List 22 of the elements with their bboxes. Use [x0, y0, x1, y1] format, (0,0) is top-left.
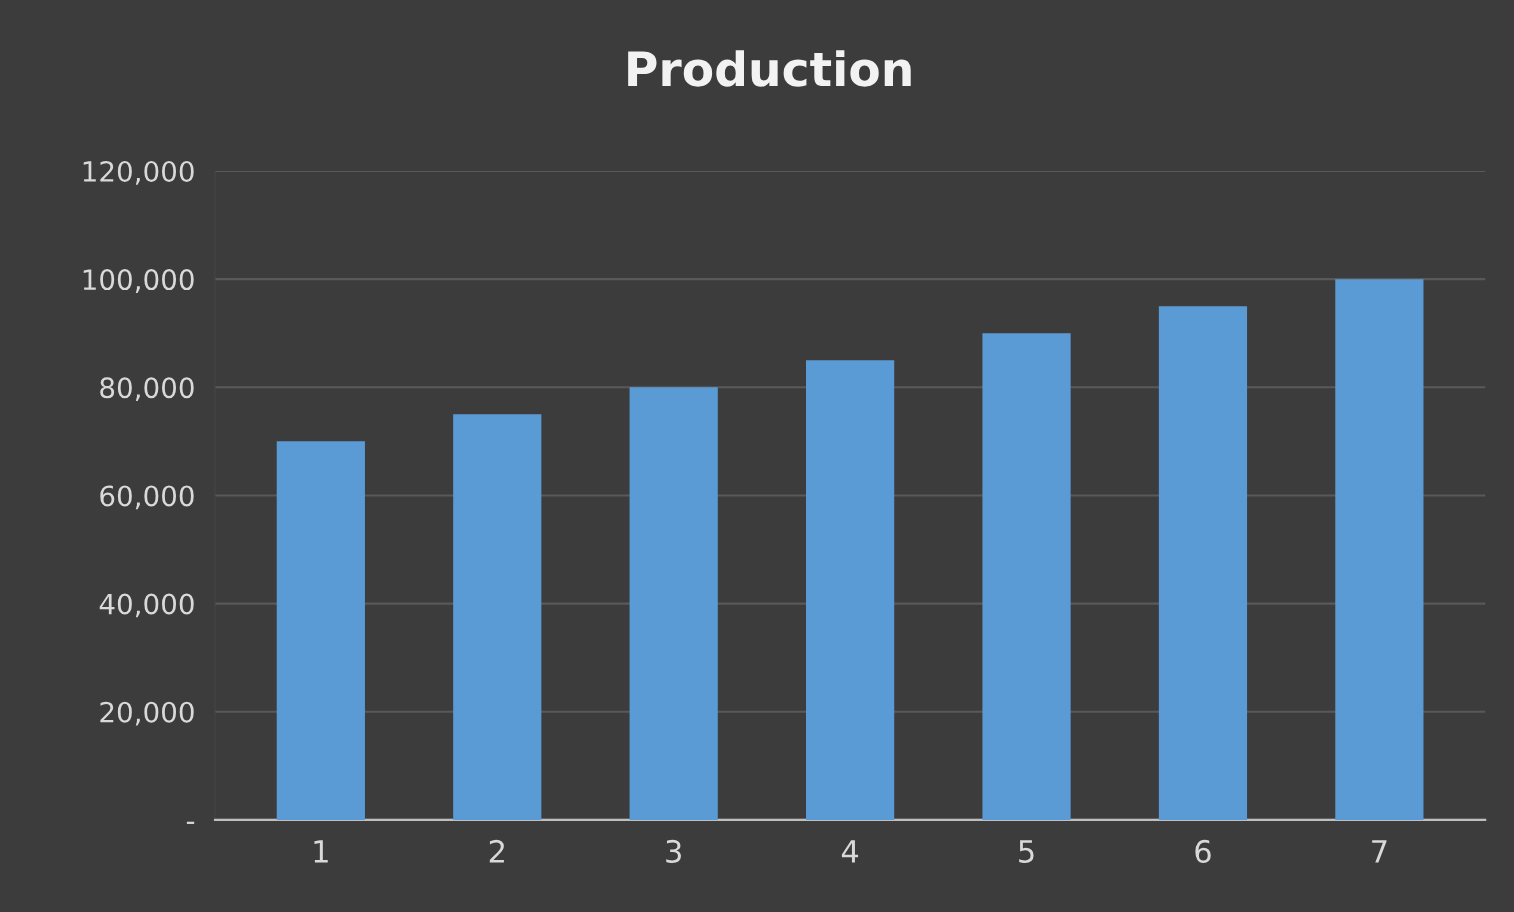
bar [1158, 306, 1248, 820]
x-tick-label: 2 [489, 839, 504, 863]
bar [982, 333, 1071, 820]
y-tick-label: - [186, 821, 195, 824]
y-tick-label: 60,000 [100, 485, 194, 510]
x-tick-label: 3 [666, 839, 681, 863]
bar [1335, 279, 1424, 820]
x-tick-label: 1 [314, 840, 328, 863]
chart-title: Production [628, 50, 911, 87]
bar [629, 387, 718, 820]
bar [806, 360, 895, 820]
y-tick-label: 20,000 [100, 701, 194, 726]
x-tick-label: 6 [1195, 839, 1211, 863]
x-tick-label: 7 [1372, 840, 1387, 863]
bar [453, 414, 542, 820]
y-tick-label: 100,000 [83, 269, 194, 293]
x-tick-label: 4 [841, 840, 859, 863]
x-tick-label: 5 [1019, 840, 1034, 863]
y-tick-label: 80,000 [100, 377, 194, 402]
y-tick-label: 120,000 [83, 160, 194, 185]
bar [276, 441, 365, 820]
y-tick-label: 40,000 [99, 593, 194, 618]
